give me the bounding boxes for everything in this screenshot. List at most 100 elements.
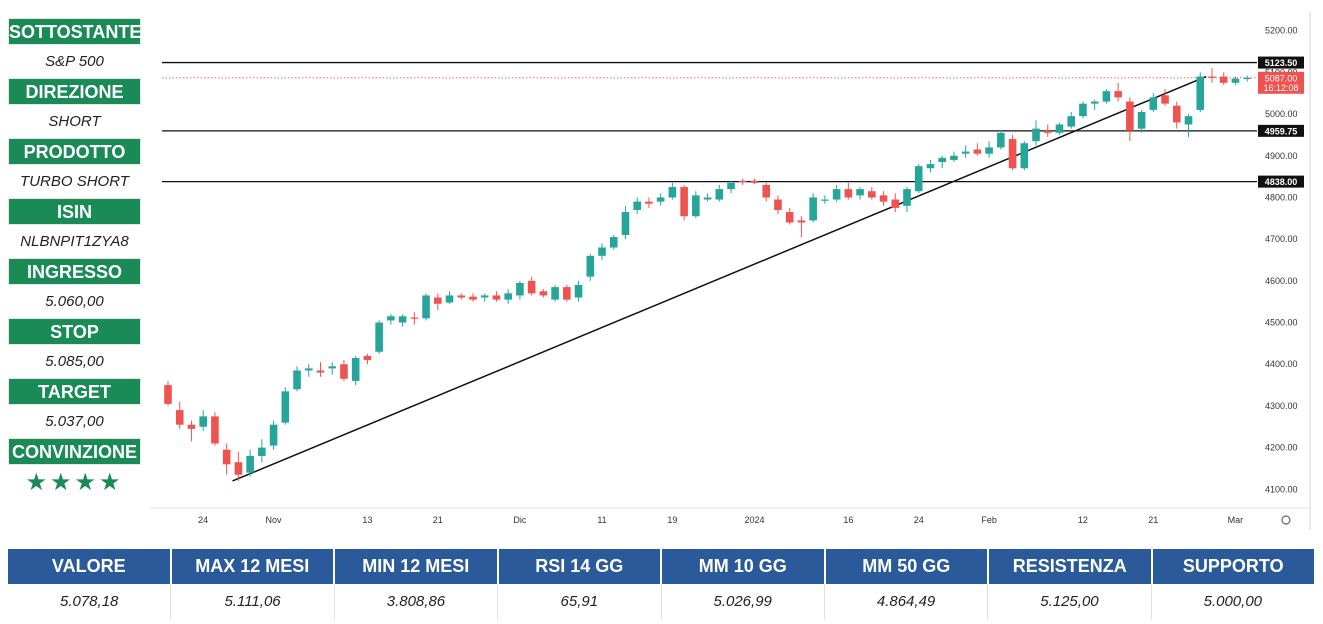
y-tick-label: 4200.00 [1265,443,1298,453]
candle-body [316,370,325,373]
candle-body [938,157,946,163]
candle-body [433,297,442,304]
candle-body [281,391,290,423]
candle-body [1184,116,1193,125]
candle-body [703,197,712,200]
y-tick-label: 4400.00 [1265,359,1298,369]
candle-body [832,189,841,200]
stats-value-cell: 3.808,86 [335,584,499,620]
conviction-label: CONVINZIONE [8,438,141,465]
candle-body [762,184,771,198]
level-label-box [1258,56,1304,69]
candle-body [246,455,254,473]
candle-body [222,449,231,465]
candle-body [1219,76,1228,83]
sidebar-value: 5.085,00 [45,353,104,370]
candle-body [750,180,759,183]
y-tick-label: 4500.00 [1265,318,1298,328]
candle-body [985,147,993,154]
candle-body [351,357,360,381]
candle-body [1114,91,1122,98]
sidebar-label: PRODOTTO [8,138,141,165]
x-tick-label: Nov [266,515,283,525]
candle-body [410,317,419,319]
candle-body [1102,91,1111,102]
candle-body [715,189,724,200]
candle-body [340,364,348,379]
candle-body [1090,101,1099,104]
candle-body [633,201,641,210]
candle-body [574,285,583,298]
candle-body [199,416,207,427]
stats-value-cell: 5.111,06 [171,584,335,620]
level-label-box [1258,175,1304,188]
candle-body [668,187,677,198]
candle-body [1149,97,1158,110]
stats-value-row: 5.078,18 5.111,06 3.808,86 65,91 5.026,99 4.8… [8,584,1314,620]
candle-body [187,424,196,429]
settings-icon [1281,515,1291,525]
candle-body [422,295,430,319]
candle-body [1020,143,1029,169]
last-price-countdown: 16:12:08 [1263,83,1298,93]
sidebar-value: 5.037,00 [45,413,104,430]
level-label: 4838.00 [1265,177,1298,187]
candle-body [645,201,653,204]
candle-body [738,180,747,182]
stats-header-cell: SUPPORTO [1152,549,1314,584]
y-tick-label: 5200.00 [1265,26,1298,36]
candle-body [821,199,829,201]
candle-body [621,212,630,235]
sidebar-label: ISIN [8,198,141,225]
candle-body [398,316,407,323]
x-tick-label: Mar [1228,515,1244,525]
candle-body [926,164,935,169]
sidebar-label: TARGET [8,378,141,405]
candle-body [656,197,665,202]
candle-body [1079,103,1087,117]
candle-body [1008,139,1017,169]
y-tick-label: 4600.00 [1265,276,1298,286]
stats-header-cell: RSI 14 GG [498,549,662,584]
y-tick-label: 5000.00 [1265,109,1298,119]
candle-body [1137,111,1146,129]
candle-body [914,166,923,192]
conviction-stars: ★★★★ [25,469,124,496]
candle-body [586,255,595,277]
candle-body [774,199,782,210]
candle-body [457,295,466,298]
x-tick-label: 2024 [744,515,764,525]
candle-body [551,287,559,300]
candle-body [609,237,618,248]
y-tick-label: 4900.00 [1265,151,1298,161]
candle-body [539,291,548,296]
x-tick-label: 16 [843,515,853,525]
stats-header-cell: RESISTENZA [989,549,1153,584]
sidebar-value: SHORT [48,113,101,130]
candle-body [516,282,524,296]
y-tick-label: 4100.00 [1265,484,1298,494]
candle-body [727,182,735,190]
candle-body [480,295,489,298]
stats-table: VALORE MAX 12 MESI MIN 12 MESI RSI 14 GG MM … [8,549,1314,620]
stats-header-cell: MM 10 GG [662,549,826,584]
stats-header-row: VALORE MAX 12 MESI MIN 12 MESI RSI 14 GG MM … [8,549,1314,584]
candle-body [997,132,1005,148]
candle-body [504,293,512,300]
support-trendline [232,75,1207,482]
sidebar-value: NLBNPIT1ZYA8 [20,233,129,250]
candle-body [363,355,372,361]
candle-body [304,368,313,371]
x-tick-label: 11 [597,515,606,525]
level-label-box [1258,124,1304,137]
candle-body [680,187,688,217]
candle-body [293,370,301,390]
candle-body [164,385,172,404]
sidebar-label: DIREZIONE [8,78,141,105]
candle-body [1196,76,1205,110]
sidebar-value: 5.060,00 [45,293,104,310]
candle-body [598,247,606,256]
candle-body [692,195,700,217]
candle-body [1067,116,1076,127]
candle-body [809,197,817,221]
